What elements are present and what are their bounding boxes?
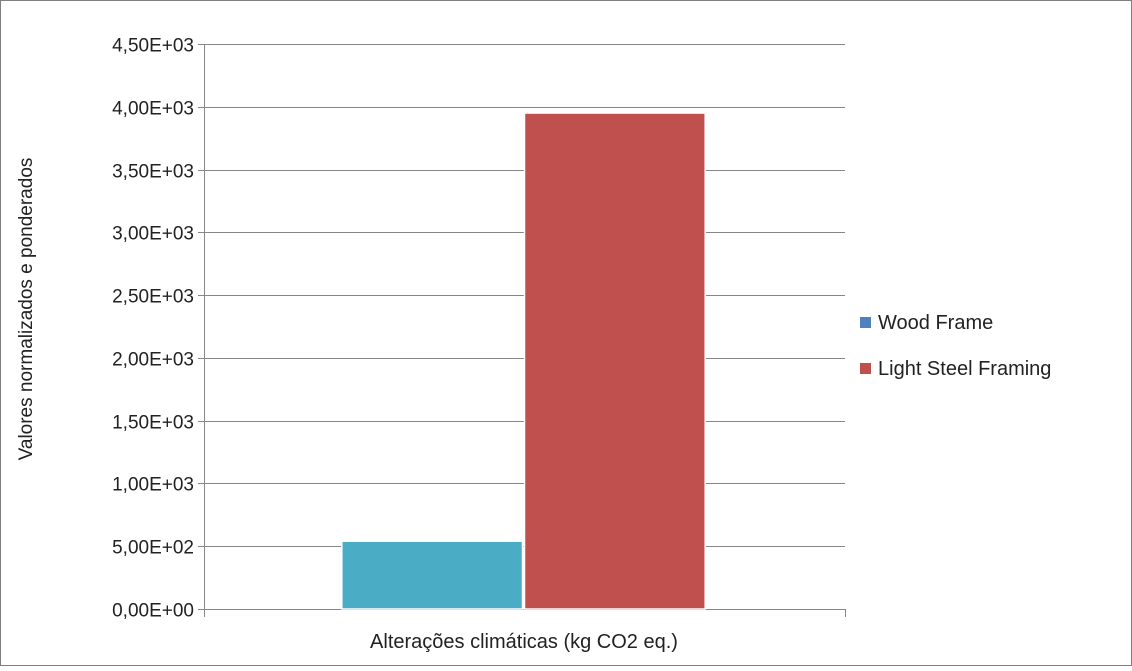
y-tick-label: 5,00E+02 [112, 538, 194, 559]
y-tick-label: 0,00E+00 [112, 601, 194, 622]
legend-label: Light Steel Framing [878, 358, 1051, 380]
x-category-label: Alterações climáticas (kg CO2 eq.) [370, 631, 678, 653]
legend: Wood Frame Light Steel Framing [860, 312, 1051, 380]
bars [341, 112, 706, 610]
legend-swatch [860, 317, 871, 328]
y-tick-label: 1,50E+03 [112, 413, 194, 434]
y-tick-label: 3,00E+03 [112, 224, 194, 245]
legend-swatch [860, 363, 871, 374]
y-tick-label: 4,50E+03 [112, 36, 194, 57]
bar-light-steel-framing [523, 112, 706, 610]
y-tick-labels: 0,00E+00 5,00E+02 1,00E+03 1,50E+03 2,00E+03… [112, 36, 194, 622]
y-axis-title: Valores normalizados e ponderados [16, 158, 37, 461]
y-tick-label: 3,50E+03 [112, 162, 194, 183]
legend-label: Wood Frame [878, 312, 993, 334]
y-tick-label: 2,50E+03 [112, 287, 194, 308]
y-tick-label: 1,00E+03 [112, 475, 194, 496]
y-tick-label: 2,00E+03 [112, 350, 194, 371]
y-tick-label: 4,00E+03 [112, 99, 194, 120]
bar-wood-frame [341, 540, 524, 610]
